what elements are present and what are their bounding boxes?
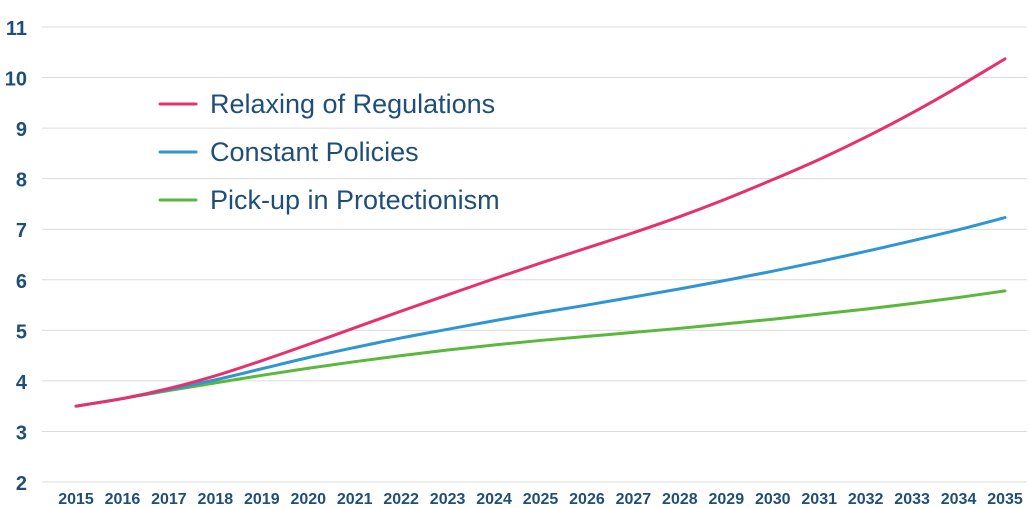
series-line-pick-up-in-protectionism [74, 289, 1007, 408]
x-tick-label: 2016 [105, 491, 141, 508]
legend-item-constant-policies: Constant Policies [158, 137, 419, 167]
legend-item-relaxing-of-regulations: Relaxing of Regulations [158, 89, 495, 119]
gridlines [42, 26, 1027, 483]
legend-item-pick-up-in-protectionism: Pick-up in Protectionism [158, 185, 500, 215]
x-tick-label: 2033 [894, 491, 930, 508]
x-tick-label: 2018 [198, 491, 234, 508]
series-line-constant-policies [74, 216, 1007, 408]
x-tick-label: 2019 [244, 491, 280, 508]
x-tick-label: 2021 [337, 491, 373, 508]
y-axis: 2 3 4 5 6 7 8 9 10 11 [5, 18, 28, 495]
y-tick-label: 9 [16, 119, 27, 141]
x-tick-label: 2028 [662, 491, 698, 508]
x-tick-label: 2026 [569, 491, 605, 508]
y-tick-label: 11 [6, 18, 27, 40]
legend: Relaxing of Regulations Constant Policies… [158, 89, 500, 215]
series-lines [74, 57, 1007, 408]
x-tick-label: 2017 [151, 491, 187, 508]
x-tick-label: 2027 [616, 491, 652, 508]
y-tick-label: 2 [16, 473, 27, 495]
y-tick-label: 4 [16, 372, 28, 394]
x-tick-label: 2031 [801, 491, 837, 508]
x-tick-label: 2020 [290, 491, 326, 508]
y-tick-label: 6 [16, 271, 27, 293]
legend-label: Constant Policies [210, 137, 419, 167]
series-line-relaxing-of-regulations [74, 57, 1007, 408]
x-tick-label: 2023 [430, 491, 466, 508]
y-tick-label: 10 [5, 69, 27, 91]
y-tick-label: 5 [16, 321, 27, 343]
x-tick-label: 2015 [58, 491, 94, 508]
legend-label: Relaxing of Regulations [210, 89, 495, 119]
x-tick-label: 2024 [476, 491, 512, 508]
x-tick-label: 2032 [848, 491, 884, 508]
x-tick-label: 2022 [383, 491, 419, 508]
legend-label: Pick-up in Protectionism [210, 185, 500, 215]
x-tick-label: 2035 [987, 491, 1023, 508]
y-tick-label: 7 [16, 220, 27, 242]
x-tick-label: 2025 [523, 491, 559, 508]
x-tick-label: 2029 [709, 491, 745, 508]
x-tick-label: 2030 [755, 491, 791, 508]
y-tick-label: 3 [16, 422, 27, 444]
y-tick-label: 8 [16, 170, 27, 192]
x-tick-label: 2034 [941, 491, 977, 508]
x-axis: 2015 2016 2017 2018 2019 2020 2021 2022 2023 2024… [58, 491, 1023, 508]
